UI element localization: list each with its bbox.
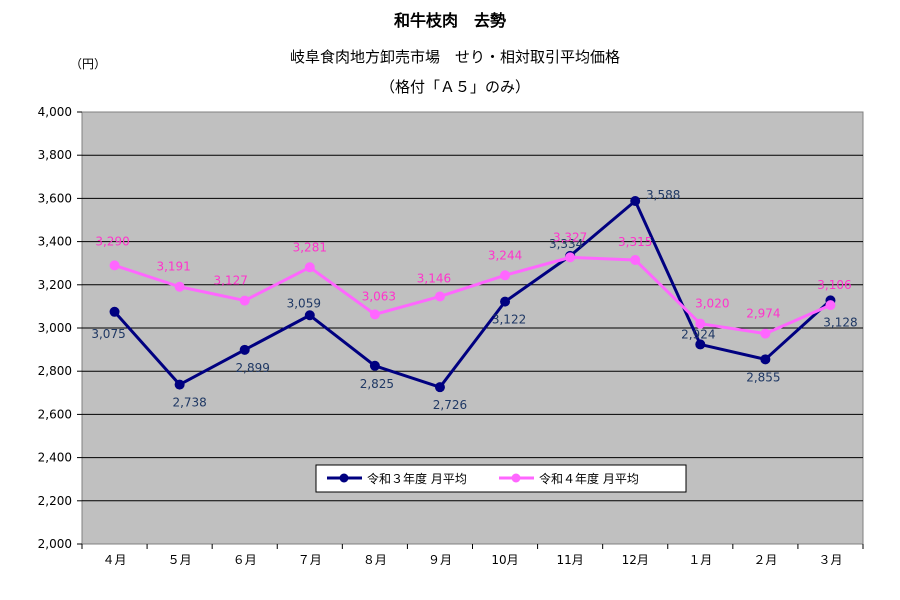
- data-label-series-2: 2,974: [746, 307, 780, 321]
- y-tick-label: 2,800: [38, 364, 72, 378]
- y-tick-label: 2,200: [38, 494, 72, 508]
- data-label-series-2: 3,146: [417, 271, 451, 285]
- x-tick-label: ５月: [168, 553, 192, 567]
- chart-title: 和牛枝肉 去勢: [394, 11, 506, 30]
- data-label-series-2: 3,281: [293, 240, 327, 254]
- series-line-2: [114, 255, 832, 336]
- y-axis-unit: （円）: [70, 57, 106, 71]
- data-point-series-1: [239, 344, 250, 355]
- y-tick-label: 3,000: [38, 321, 72, 335]
- data-label-series-2: 3,020: [695, 297, 729, 311]
- data-label-series-2: 3,191: [156, 260, 190, 274]
- x-tick-label: ６月: [233, 553, 257, 567]
- data-label-series-2: 3,063: [362, 289, 396, 303]
- data-labels: 3,075 2,738 2,899 3,059 2,825 2,726 3,122 3,334…: [91, 188, 857, 412]
- data-point-series-1: [304, 310, 315, 321]
- x-tick-label: １月: [688, 553, 712, 567]
- legend: 令和３年度 月平均 令和４年度 月平均: [315, 464, 687, 493]
- x-tick-label: ４月: [103, 553, 127, 567]
- data-point-series-1: [434, 382, 445, 393]
- data-point-series-2: [630, 254, 641, 265]
- data-label-series-1: 3,059: [287, 296, 321, 310]
- data-point-series-2: [695, 318, 706, 329]
- y-tick-label: 3,800: [38, 148, 72, 162]
- data-point-series-2: [369, 309, 380, 320]
- data-label-series-1: 3,128: [823, 315, 857, 329]
- data-label-series-2: 3,290: [95, 234, 129, 248]
- x-tick-label: 10月: [491, 553, 518, 567]
- data-label-series-2: 3,106: [817, 278, 851, 292]
- data-point-series-1: [630, 195, 641, 206]
- x-tick-label: ７月: [298, 553, 322, 567]
- data-label-series-1: 3,122: [492, 313, 526, 327]
- data-point-series-1: [174, 379, 185, 390]
- data-point-series-2: [304, 262, 315, 273]
- data-label-series-1: 2,738: [172, 396, 206, 410]
- data-label-series-1: 2,899: [236, 361, 270, 375]
- x-tick-label: ８月: [363, 553, 387, 567]
- data-point-series-1: [500, 296, 511, 307]
- y-tick-label: 3,400: [38, 235, 72, 249]
- x-tick-label: ２月: [753, 553, 777, 567]
- legend-box: [315, 464, 687, 493]
- x-tick-label: ９月: [428, 553, 452, 567]
- x-tick-label: ３月: [818, 553, 842, 567]
- data-point-series-2: [760, 328, 771, 339]
- data-point-series-1: [109, 306, 120, 317]
- data-label-series-1: 3,334: [549, 237, 583, 251]
- data-point-series-2: [109, 260, 120, 271]
- legend-marker-series-2: [511, 473, 521, 483]
- legend-marker-series-1: [339, 473, 349, 483]
- y-tick-label: 2,000: [38, 537, 72, 551]
- y-tick-label: 2,400: [38, 451, 72, 465]
- x-tick-label: 12月: [622, 553, 649, 567]
- data-point-series-2: [565, 252, 576, 263]
- legend-label-series-2: 令和４年度 月平均: [539, 471, 639, 486]
- legend-label-series-1: 令和３年度 月平均: [367, 471, 467, 486]
- data-label-series-1: 2,726: [433, 398, 467, 412]
- y-tick-label: 4,000: [38, 105, 72, 119]
- data-label-series-1: 2,825: [360, 377, 394, 391]
- data-point-series-1: [369, 360, 380, 371]
- data-label-series-1: 3,588: [646, 188, 680, 202]
- data-point-series-1: [695, 339, 706, 350]
- y-tick-label: 2,600: [38, 407, 72, 421]
- data-point-series-2: [434, 291, 445, 302]
- chart-subtitle-2: （格付「Ａ５」のみ）: [380, 78, 530, 96]
- data-point-series-2: [174, 281, 185, 292]
- data-label-series-2: 3,327: [553, 230, 587, 244]
- data-label-series-1: 3,075: [91, 327, 125, 341]
- series-lines: [109, 195, 836, 393]
- y-axis-ticks: 2,000 2,200 2,400 2,600 2,800 3,000 3,200 3,400…: [38, 105, 82, 551]
- data-label-series-1: 2,855: [746, 370, 780, 384]
- series-line-1: [113, 199, 832, 389]
- y-tick-label: 3,200: [38, 278, 72, 292]
- data-point-series-2: [500, 270, 511, 281]
- x-axis-ticks: ４月 ５月 ６月 ７月 ８月 ９月 10月 11月 12月 １月 ２月 ３月: [81, 544, 864, 567]
- chart-subtitle: 岐阜食肉地方卸売市場 せり・相対取引平均価格: [290, 48, 620, 66]
- data-point-series-1: [760, 354, 771, 365]
- data-label-series-2: 3,244: [488, 248, 522, 262]
- data-label-series-2: 3,127: [214, 274, 248, 288]
- data-label-series-2: 3,315: [618, 235, 652, 249]
- x-tick-label: 11月: [556, 553, 583, 567]
- data-point-series-2: [825, 300, 836, 311]
- data-label-series-1: 2,924: [681, 327, 715, 341]
- y-tick-label: 3,600: [38, 191, 72, 205]
- data-point-series-2: [239, 295, 250, 306]
